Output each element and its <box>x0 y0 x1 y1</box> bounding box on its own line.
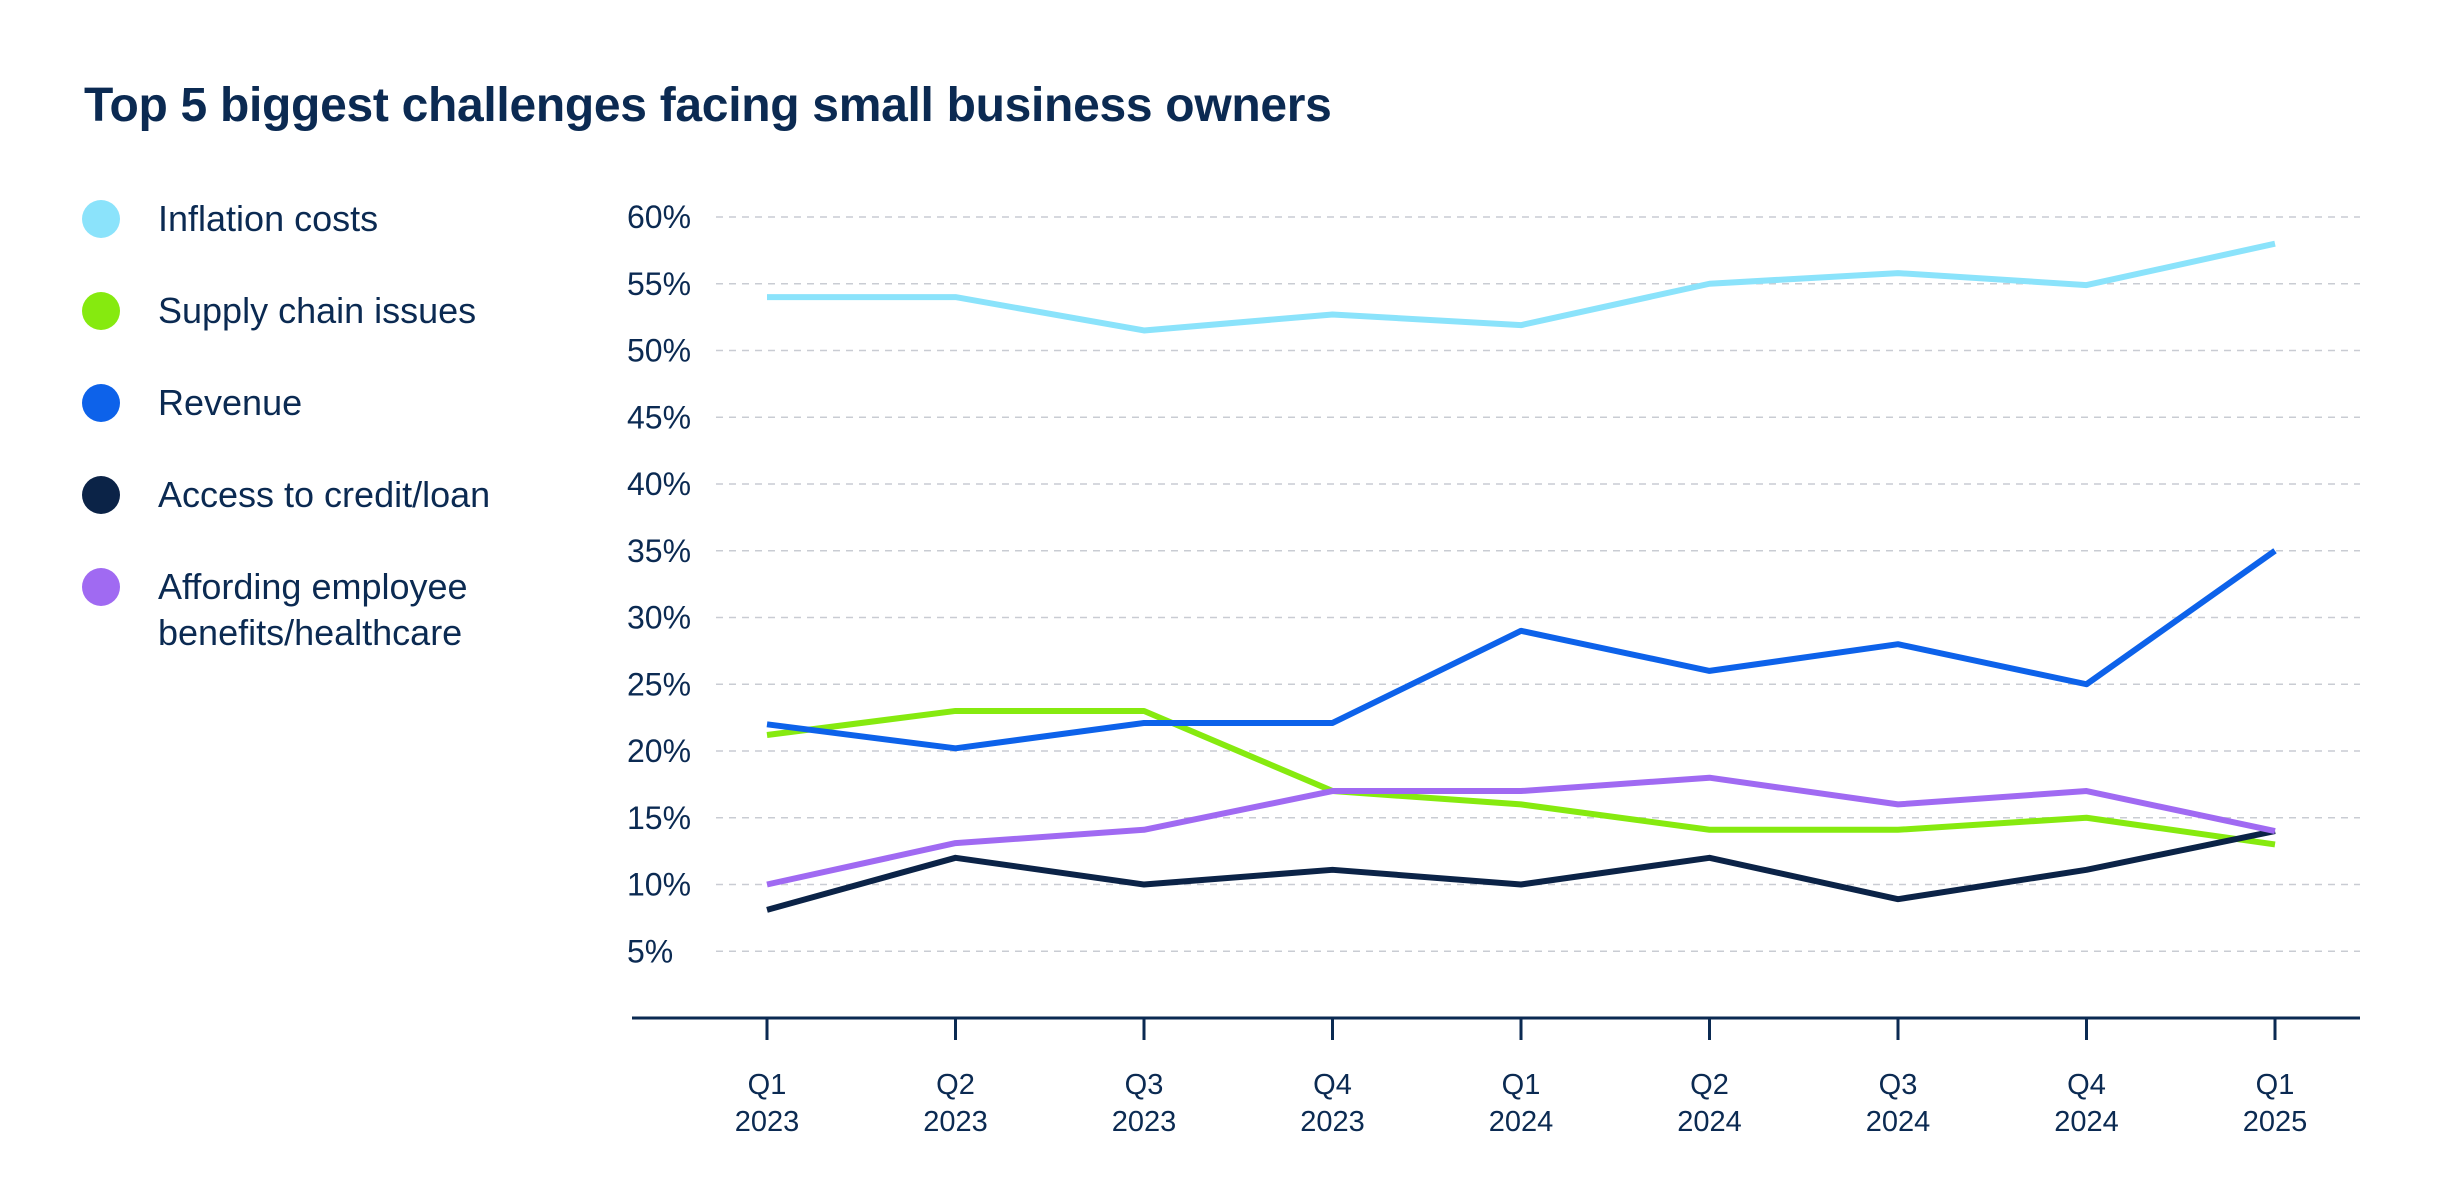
x-tick-label: 2023 <box>735 1106 800 1138</box>
x-tick-label: Q3 <box>1125 1069 1164 1101</box>
x-tick-label: Q1 <box>748 1069 787 1101</box>
series-line-revenue <box>766 548 2277 752</box>
x-tick-label: 2024 <box>1677 1106 1742 1138</box>
x-tick-label: Q4 <box>2067 1069 2106 1101</box>
x-tick-label: 2023 <box>923 1106 988 1138</box>
legend-dot-icon <box>82 384 120 422</box>
x-axis-ticks: Q1 2023 Q2 2023 Q3 2023 Q4 2023 Q1 2024 Q2 2024 Q3 20… <box>735 1018 2308 1138</box>
series-line-supply-chain-issues <box>766 707 2276 848</box>
legend-label: Revenue <box>158 382 303 423</box>
y-tick-label: 5% <box>627 933 673 969</box>
legend-label: Affording employee benefits/healthcare <box>158 566 468 653</box>
x-tick-label: 2023 <box>1112 1106 1177 1138</box>
legend-dot-icon <box>82 568 120 606</box>
y-tick-label: 60% <box>627 199 691 235</box>
legend-item-affording-benefits: Affording employee benefits/healthcare <box>82 564 578 656</box>
y-tick-label: 15% <box>627 800 691 836</box>
y-tick-label: 50% <box>627 333 691 369</box>
x-tick-label: Q1 <box>2256 1069 2295 1101</box>
y-tick-label: 25% <box>627 666 691 702</box>
legend-dot-icon <box>82 292 120 330</box>
series-lines <box>766 240 2277 913</box>
x-tick-label: Q2 <box>936 1069 975 1101</box>
x-tick-label: Q2 <box>1690 1069 1729 1101</box>
legend-item-inflation-costs: Inflation costs <box>82 196 578 242</box>
x-tick-label: Q4 <box>1313 1069 1352 1101</box>
legend-item-access-to-credit: Access to credit/loan <box>82 472 578 518</box>
x-tick-label: 2023 <box>1300 1106 1365 1138</box>
legend-label: Access to credit/loan <box>158 474 491 515</box>
chart-title: Top 5 biggest challenges facing small bu… <box>84 79 1332 132</box>
legend-item-supply-chain-issues: Supply chain issues <box>82 288 578 334</box>
y-tick-label: 30% <box>627 600 691 636</box>
legend: Inflation costs Supply chain issues Reve… <box>82 196 578 702</box>
y-tick-label: 45% <box>627 399 691 435</box>
legend-dot-icon <box>82 476 120 514</box>
series-line-affording-employee-benefits-healthcare <box>766 774 2276 888</box>
x-tick-label: Q3 <box>1879 1069 1918 1101</box>
series-line-access-to-credit-loan <box>766 828 2276 913</box>
y-tick-label: 35% <box>627 533 691 569</box>
y-tick-label: 55% <box>627 266 691 302</box>
legend-label: Supply chain issues <box>158 290 477 331</box>
legend-item-revenue: Revenue <box>82 380 578 426</box>
x-tick-label: 2024 <box>1866 1106 1931 1138</box>
series-line-inflation-costs <box>767 240 2276 334</box>
x-tick-label: Q1 <box>1502 1069 1541 1101</box>
y-tick-label: 40% <box>627 466 691 502</box>
y-tick-label: 20% <box>627 733 691 769</box>
y-axis-ticks: 5% 10% 15% 20% 25% 30% 35% 40% 45% 50% 55% 60% <box>627 199 691 969</box>
y-tick-label: 10% <box>627 867 691 903</box>
legend-dot-icon <box>82 200 120 238</box>
x-tick-label: 2024 <box>1489 1106 1554 1138</box>
legend-label: Inflation costs <box>158 198 379 239</box>
x-tick-label: 2025 <box>2243 1106 2308 1138</box>
x-tick-label: 2024 <box>2054 1106 2119 1138</box>
